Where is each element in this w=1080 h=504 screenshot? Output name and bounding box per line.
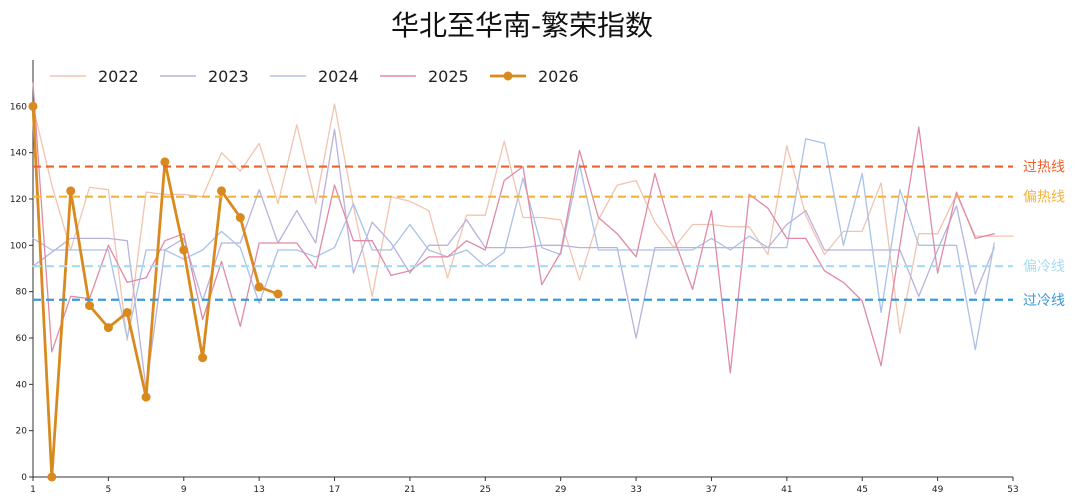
reference-line-label: 过冷线 xyxy=(1023,293,1065,309)
data-point-2026 xyxy=(273,289,283,299)
data-point-2026 xyxy=(103,323,113,333)
x-tick-label: 25 xyxy=(480,485,491,495)
legend-label: 2025 xyxy=(428,67,469,86)
x-tick-label: 5 xyxy=(106,485,112,495)
legend-label: 2024 xyxy=(318,67,359,86)
y-tick-label: 20 xyxy=(16,427,28,437)
reference-line-label: 偏冷线 xyxy=(1023,259,1065,275)
data-point-2026 xyxy=(85,301,95,311)
y-tick-label: 160 xyxy=(10,102,27,112)
x-tick-label: 41 xyxy=(781,485,792,495)
data-point-2026 xyxy=(179,245,189,255)
axes: 0 20 40 60 80 100 120 140 160 1 5 9 13 17 21 25 29 33 37 41… xyxy=(10,60,1019,495)
chart-title: 华北至华南-繁荣指数 xyxy=(391,9,653,42)
x-tick-label: 1 xyxy=(30,485,36,495)
y-tick-label: 80 xyxy=(16,288,28,298)
legend-marker xyxy=(503,71,513,81)
legend: 2022 2023 2024 2025 2026 xyxy=(50,67,579,86)
y-tick-label: 60 xyxy=(16,334,28,344)
data-point-2026 xyxy=(28,101,38,111)
data-point-2026 xyxy=(141,392,151,402)
x-tick-label: 49 xyxy=(932,485,944,495)
series-2026 xyxy=(28,101,283,482)
series-line-2025 xyxy=(32,82,995,374)
series-2024 xyxy=(32,138,995,351)
legend-label: 2022 xyxy=(98,67,139,86)
y-tick-label: 120 xyxy=(10,195,27,205)
legend-item-2024: 2024 xyxy=(270,67,359,86)
data-point-2026 xyxy=(254,282,264,292)
data-point-2026 xyxy=(235,213,245,223)
data-point-2026 xyxy=(198,353,208,363)
data-point-2026 xyxy=(160,157,170,167)
data-point-2026 xyxy=(66,186,76,196)
legend-label: 2026 xyxy=(538,67,579,86)
y-tick-label: 0 xyxy=(21,473,27,483)
x-tick-label: 33 xyxy=(630,485,641,495)
series-line-2024 xyxy=(32,138,995,351)
legend-item-2023: 2023 xyxy=(160,67,249,86)
series-2023 xyxy=(32,128,995,390)
x-tick-label: 45 xyxy=(857,485,868,495)
series-lines xyxy=(28,82,1014,482)
reference-line-label: 过热线 xyxy=(1023,160,1065,176)
legend-label: 2023 xyxy=(208,67,249,86)
x-tick-label: 13 xyxy=(253,485,264,495)
series-line-2026 xyxy=(31,104,280,479)
x-tick-label: 21 xyxy=(404,485,415,495)
series-2022 xyxy=(32,103,1014,341)
x-tick-label: 9 xyxy=(181,485,187,495)
series-line-2023 xyxy=(32,128,995,390)
data-point-2026 xyxy=(122,308,132,318)
legend-item-2025: 2025 xyxy=(380,67,469,86)
data-point-2026 xyxy=(47,472,57,482)
data-point-2026 xyxy=(216,186,226,196)
x-tick-label: 53 xyxy=(1007,485,1018,495)
legend-item-2026: 2026 xyxy=(490,67,579,86)
x-tick-label: 17 xyxy=(329,485,340,495)
y-tick-label: 40 xyxy=(16,380,28,390)
x-tick-label: 37 xyxy=(706,485,717,495)
series-2025 xyxy=(32,82,995,374)
series-line-2022 xyxy=(32,103,1014,341)
reference-line-label: 偏热线 xyxy=(1023,190,1065,206)
legend-item-2022: 2022 xyxy=(50,67,139,86)
y-tick-label: 100 xyxy=(10,241,27,251)
y-tick-label: 140 xyxy=(10,149,27,159)
x-tick-label: 29 xyxy=(555,485,567,495)
